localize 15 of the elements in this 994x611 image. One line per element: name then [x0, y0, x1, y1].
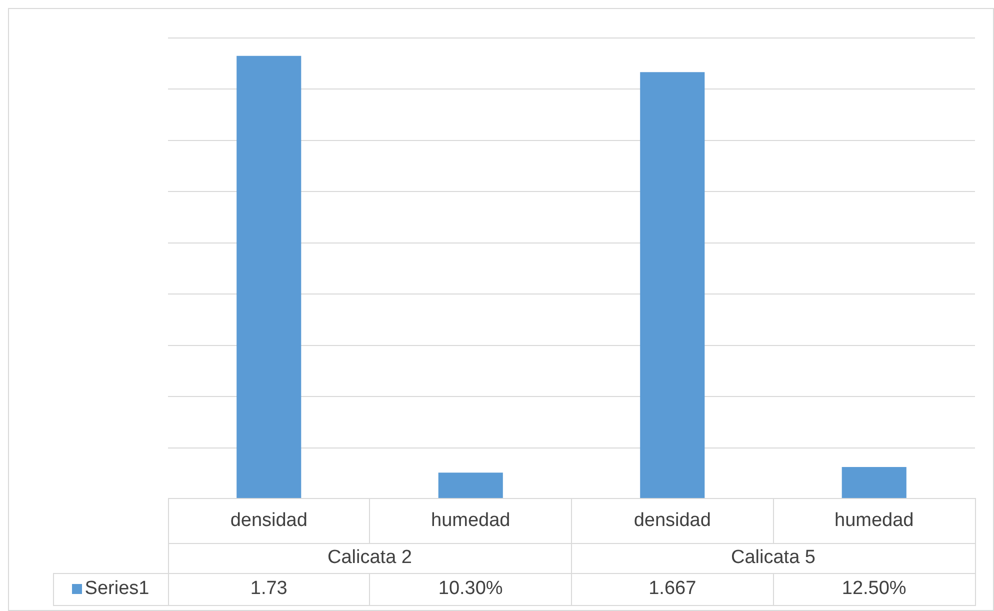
- legend-label: Series1: [84, 578, 150, 600]
- text: Calicata 5: [571, 542, 976, 574]
- x-tick-label: humedad: [772, 498, 976, 544]
- x-tick-label: humedad: [369, 498, 572, 544]
- bar: [438, 472, 503, 498]
- text: Calicata 2: [168, 542, 572, 574]
- x-tick-label: densidad: [168, 498, 370, 544]
- bar: [640, 72, 705, 498]
- x-tick-label: densidad: [571, 498, 774, 544]
- bar: [842, 466, 906, 498]
- data-label: 1.73: [168, 572, 370, 606]
- data-label: 1.667: [571, 572, 774, 606]
- data-label: 10.30%: [369, 572, 572, 606]
- bar: [236, 56, 302, 498]
- data-label: 12.50%: [772, 572, 976, 606]
